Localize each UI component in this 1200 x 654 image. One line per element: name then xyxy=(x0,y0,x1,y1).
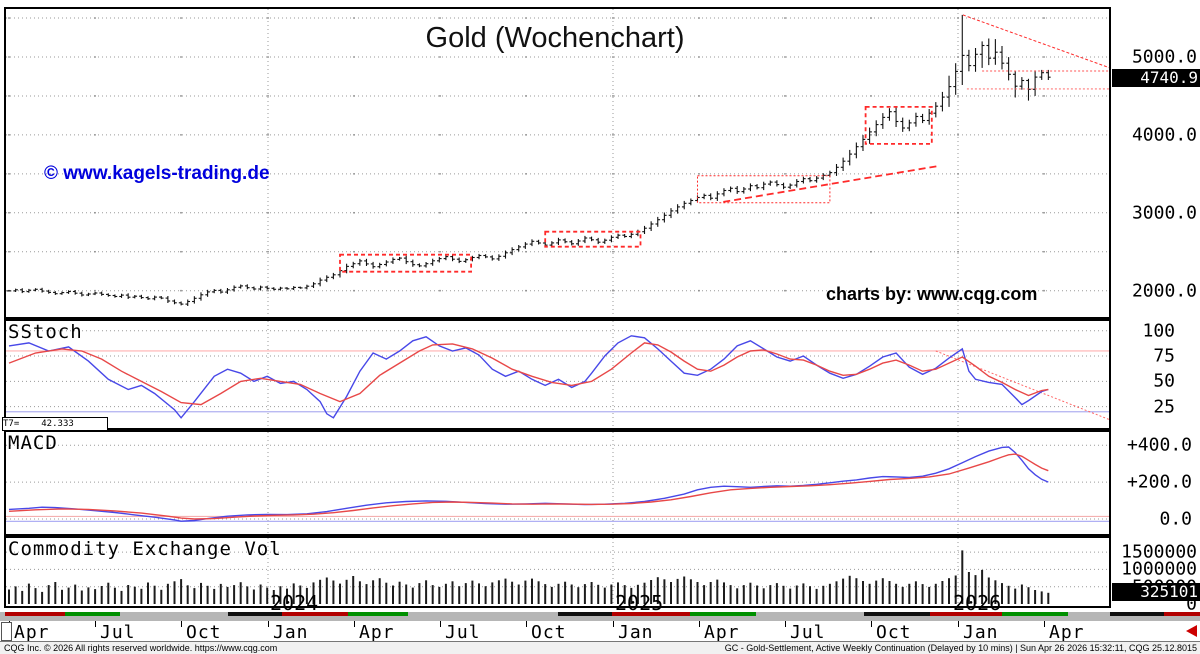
price-axis-label: 5000.0 xyxy=(1131,46,1197,68)
month-label: Jan xyxy=(273,622,309,643)
month-label: Jul xyxy=(445,622,481,643)
month-tick xyxy=(785,621,786,627)
month-label: Jan xyxy=(618,622,654,643)
panel-label-volume: Commodity Exchange Vol xyxy=(8,538,282,560)
month-tick xyxy=(699,621,700,627)
last-volume-box: 325101 xyxy=(1112,583,1200,601)
year-label: 2024 xyxy=(270,591,319,615)
month-label: Jul xyxy=(100,622,136,643)
chart-title: Gold (Wochenchart) xyxy=(425,22,685,54)
month-tick xyxy=(958,621,959,627)
timeline-quarter-segment xyxy=(558,612,612,616)
year-label: 2026 xyxy=(953,591,1002,615)
month-tick xyxy=(268,621,269,627)
status-bar: CQG Inc. © 2026 All rights reserved worl… xyxy=(0,641,1200,654)
timeline-quarter-segment xyxy=(930,612,1002,616)
timeline-quarter-segment xyxy=(690,612,756,616)
timeline-resize-handle[interactable] xyxy=(1,622,12,641)
month-tick xyxy=(613,621,614,627)
price-axis-label: 2000.0 xyxy=(1131,280,1197,302)
sstoch-readout-label: T7= xyxy=(3,419,20,429)
macd-axis-label: +400.0 xyxy=(1126,434,1192,456)
panel-label-sstoch: SStoch xyxy=(8,321,83,343)
price-axis-label: 3000.0 xyxy=(1131,202,1197,224)
month-label: Apr xyxy=(704,622,740,643)
sstoch-axis-label: 75 xyxy=(1153,345,1175,367)
month-label: Apr xyxy=(14,622,50,643)
month-label: Oct xyxy=(186,622,222,643)
timeline-quarter-segment xyxy=(1110,612,1164,616)
timeline-quarter-segment xyxy=(282,612,348,616)
timeline-quarter-segment xyxy=(348,612,408,616)
month-label: Oct xyxy=(876,622,912,643)
month-tick xyxy=(95,621,96,627)
status-contract-info: GC - Gold-Settlement, Active Weekly Cont… xyxy=(724,643,1197,653)
cqg-credit: charts by: www.cqg.com xyxy=(826,284,1038,304)
month-label: Jan xyxy=(963,622,999,643)
month-tick xyxy=(440,621,441,627)
month-label: Apr xyxy=(1049,622,1085,643)
month-label: Jul xyxy=(790,622,826,643)
timeline-quarter-segment xyxy=(1164,612,1200,616)
price-axis-label: 4000.0 xyxy=(1131,124,1197,146)
timeline-quarter-segment xyxy=(612,612,690,616)
timeline-strip[interactable] xyxy=(0,612,1200,621)
macd-axis-label: +200.0 xyxy=(1126,471,1192,493)
sstoch-axis-label: 25 xyxy=(1153,396,1175,418)
scroll-left-arrow-icon[interactable] xyxy=(1186,625,1197,637)
kagels-watermark: © www.kagels-trading.de xyxy=(44,163,270,184)
month-tick xyxy=(181,621,182,627)
volume-axis-label: 1000000 xyxy=(1121,558,1197,580)
volume-axis-label: 1500000 xyxy=(1121,541,1197,563)
timeline-quarter-segment xyxy=(228,612,282,616)
macd-axis-label: 0.0 xyxy=(1159,508,1192,530)
timeline-quarter-segment xyxy=(864,612,930,616)
volume-axis-label: 0 xyxy=(1186,593,1197,615)
sstoch-axis-label: 50 xyxy=(1153,370,1175,392)
month-tick xyxy=(526,621,527,627)
sstoch-axis-label: 100 xyxy=(1142,320,1175,342)
sstoch-readout: T7= 42.333 xyxy=(2,417,108,431)
last-price-box: 4740.9 xyxy=(1112,69,1200,87)
timeline-month-row[interactable]: Apr Jul Oct Jan Apr Jul Oct Jan Apr Jul Oct Jan Apr xyxy=(0,621,1200,643)
sstoch-readout-value: 42.333 xyxy=(41,419,74,429)
year-label: 2025 xyxy=(615,591,664,615)
month-tick xyxy=(871,621,872,627)
timeline-quarter-segment xyxy=(1002,612,1068,616)
month-tick xyxy=(354,621,355,627)
month-label: Oct xyxy=(531,622,567,643)
month-label: Apr xyxy=(359,622,395,643)
timeline-quarter-segment xyxy=(5,612,65,616)
status-copyright: CQG Inc. © 2026 All rights reserved worl… xyxy=(4,643,278,653)
panel-label-macd: MACD xyxy=(8,432,58,454)
month-tick xyxy=(1044,621,1045,627)
timeline-quarter-segment xyxy=(65,612,120,616)
